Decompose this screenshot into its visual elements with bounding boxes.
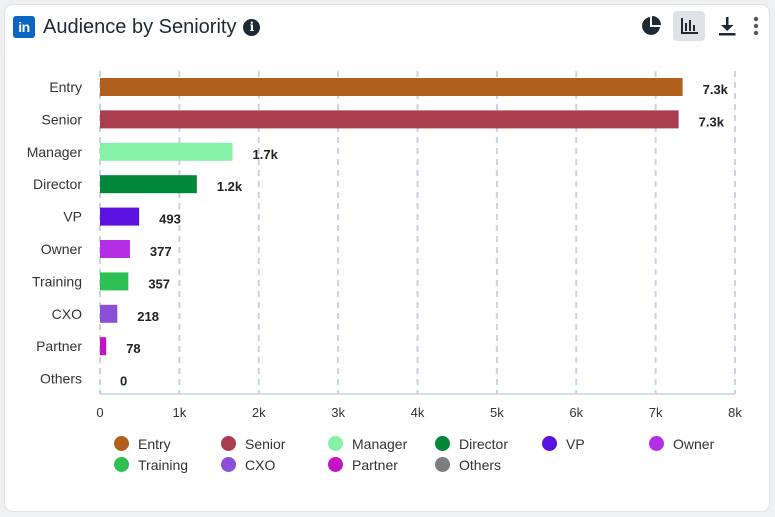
legend-item[interactable]: CXO: [221, 456, 328, 473]
pie-chart-icon: [642, 16, 661, 35]
chart-toolbar: [635, 11, 763, 41]
category-label: Senior: [42, 111, 83, 127]
data-label: 78: [126, 341, 140, 356]
category-label: Entry: [49, 79, 82, 95]
category-label: Others: [40, 371, 82, 387]
legend-swatch: [328, 457, 343, 472]
data-label: 1.7k: [253, 147, 279, 162]
legend-label: Partner: [352, 456, 398, 473]
x-tick-label: 6k: [569, 405, 583, 420]
data-label: 1.2k: [217, 179, 243, 194]
x-tick-label: 7k: [649, 405, 663, 420]
legend-label: Entry: [138, 435, 171, 452]
x-tick-label: 4k: [411, 405, 425, 420]
download-button[interactable]: [711, 11, 743, 41]
category-label: Training: [32, 273, 82, 289]
legend-item[interactable]: VP: [542, 435, 649, 452]
x-tick-label: 5k: [490, 405, 504, 420]
legend-item[interactable]: Training: [114, 456, 221, 473]
legend-item[interactable]: Others: [435, 456, 542, 473]
legend-swatch: [114, 436, 129, 451]
data-label: 377: [150, 244, 172, 259]
category-label: Partner: [36, 338, 82, 354]
bar: [100, 175, 197, 194]
more-options-button[interactable]: [749, 11, 763, 41]
chart-legend: Entry Senior Manager Director VP Owner Trainin…: [114, 435, 744, 473]
more-vertical-icon: [753, 16, 759, 36]
legend-label: Owner: [673, 435, 715, 452]
data-label: 0: [120, 374, 127, 389]
bar: [100, 272, 129, 291]
bar-chart-button[interactable]: [673, 11, 705, 41]
legend-label: Training: [138, 456, 189, 473]
legend-item[interactable]: Manager: [328, 435, 435, 452]
linkedin-logo-icon: in: [13, 16, 35, 38]
data-label: 493: [159, 212, 181, 227]
bar-chart: 0 1k 2k 3k 4k 5k 6k 7k 8k Entry 7.3k Senior 7.3k Mana…: [27, 71, 742, 420]
legend-item[interactable]: Entry: [114, 435, 221, 452]
legend-label: Manager: [352, 435, 408, 452]
bar-chart-icon: [681, 18, 698, 34]
bar: [100, 304, 118, 323]
legend-swatch: [328, 436, 343, 451]
category-label: Owner: [41, 241, 83, 257]
x-tick-label: 0: [96, 405, 103, 420]
info-icon[interactable]: i: [243, 18, 261, 36]
chart-title: Audience by Seniority: [43, 15, 237, 38]
legend-swatch: [435, 457, 450, 472]
category-label: VP: [63, 209, 82, 225]
data-label: 7.3k: [699, 114, 725, 129]
legend-swatch: [649, 436, 664, 451]
category-label: CXO: [52, 306, 82, 322]
data-label: 357: [148, 276, 170, 291]
legend-swatch: [114, 457, 129, 472]
bar: [100, 240, 130, 258]
legend-label: CXO: [245, 456, 276, 473]
data-label: 218: [137, 309, 159, 324]
bar: [100, 207, 140, 226]
category-label: Manager: [27, 144, 83, 160]
legend-item[interactable]: Owner: [649, 435, 744, 452]
legend-item[interactable]: Partner: [328, 456, 435, 473]
bar: [100, 78, 683, 96]
card-header: in Audience by Seniority i: [13, 14, 261, 40]
legend-swatch: [435, 436, 450, 451]
legend-swatch: [542, 436, 557, 451]
x-tick-label: 2k: [252, 405, 266, 420]
legend-label: VP: [566, 435, 585, 452]
bar: [100, 142, 233, 161]
x-tick-label: 8k: [728, 405, 742, 420]
category-label: Director: [33, 176, 82, 192]
legend-item[interactable]: Senior: [221, 435, 328, 452]
legend-label: Senior: [245, 435, 286, 452]
pie-chart-button[interactable]: [635, 11, 667, 41]
bar: [100, 110, 679, 129]
x-tick-label: 3k: [331, 405, 345, 420]
legend-label: Others: [459, 456, 502, 473]
legend-label: Director: [459, 435, 509, 452]
x-tick-label: 1k: [173, 405, 187, 420]
legend-swatch: [221, 436, 236, 451]
legend-item[interactable]: Director: [435, 435, 542, 452]
download-icon: [719, 17, 736, 36]
bar: [100, 337, 107, 356]
legend-swatch: [221, 457, 236, 472]
data-label: 7.3k: [703, 82, 729, 97]
